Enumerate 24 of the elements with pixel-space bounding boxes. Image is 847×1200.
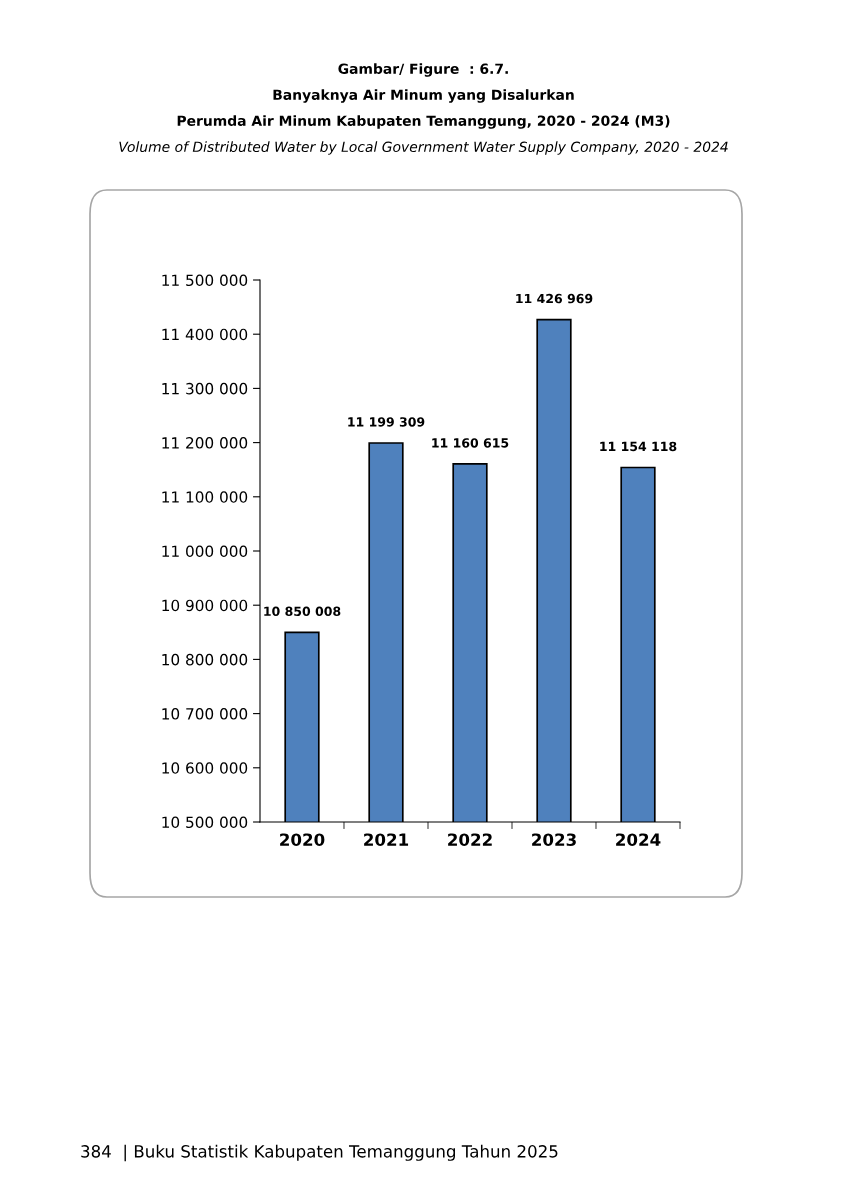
data-label: 11 160 615 (432, 438, 509, 448)
chart-title: Gambar/ Figure : 6.7. Banyaknya Air Minum yang Disalurkan Perumda Air Minum Kabupaten Temanggung, 2020 - 2024 (M3) (177, 63, 670, 129)
data-label: 10 850 008 (264, 606, 341, 616)
chart-subtitle: Volume of Distributed Water by Local Government Water Supply Company, 2020 - 2024 (119, 141, 728, 155)
y-tick-label: 10 900 000 (162, 599, 248, 612)
y-tick-label: 10 600 000 (162, 762, 248, 774)
data-label: 11 154 118 (600, 441, 677, 452)
x-tick-label: 2024 (616, 833, 661, 847)
x-tick-label: 2020 (280, 833, 325, 847)
y-tick-label: 10 700 000 (162, 708, 248, 720)
y-tick-label: 11 400 000 (162, 328, 248, 341)
y-tick-label: 11 300 000 (162, 382, 248, 395)
x-tick-label: 2022 (448, 833, 492, 847)
text: 384 | Buku Statistik Kabupaten Temanggung Tahun 2025 (81, 1144, 558, 1162)
data-label: 11 199 309 (348, 417, 425, 427)
y-tick-label: 10 500 000 (162, 816, 248, 829)
y-tick-label: 11 500 000 (162, 274, 248, 287)
x-tick-label: 2021 (364, 833, 409, 847)
y-tick-label: 11 000 000 (162, 545, 248, 558)
x-tick-label: 2023 (532, 833, 576, 847)
data-label: 11 426 969 (516, 293, 593, 304)
y-tick-label: 10 800 000 (162, 653, 248, 666)
y-tick-label: 11 200 000 (162, 437, 248, 449)
y-tick-label: 11 100 000 (162, 491, 248, 503)
